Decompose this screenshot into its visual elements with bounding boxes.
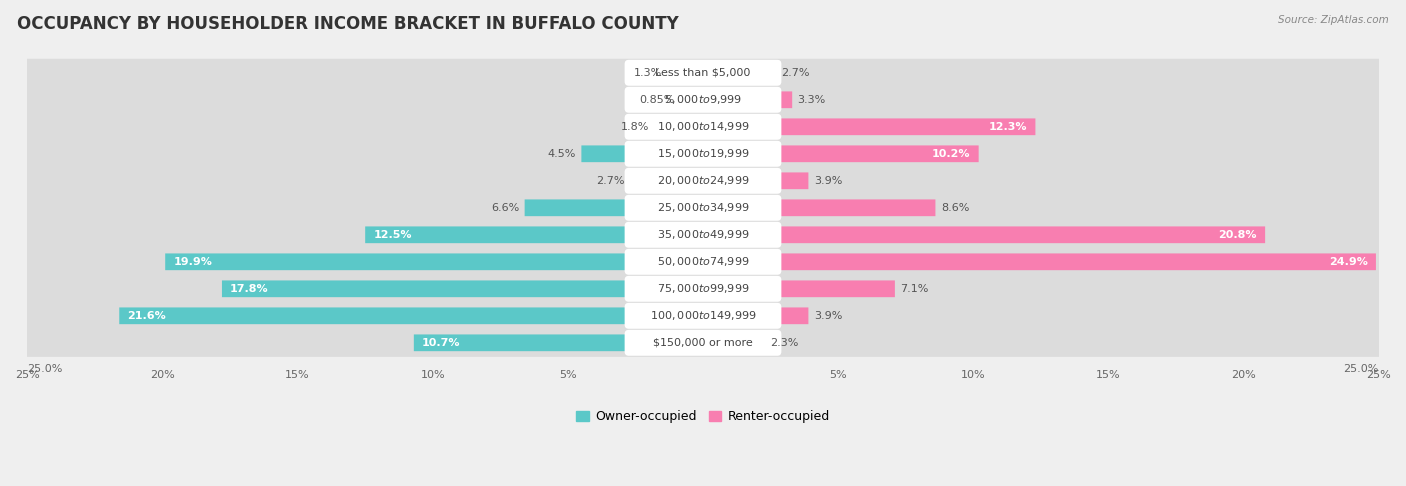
Text: 19.9%: 19.9% [173,257,212,267]
FancyBboxPatch shape [366,226,703,243]
Text: 17.8%: 17.8% [231,284,269,294]
FancyBboxPatch shape [624,114,782,140]
Text: 25.0%: 25.0% [27,364,63,374]
Text: $15,000 to $19,999: $15,000 to $19,999 [657,147,749,160]
Text: 2.7%: 2.7% [782,68,810,78]
FancyBboxPatch shape [624,303,782,329]
FancyBboxPatch shape [703,65,776,81]
FancyBboxPatch shape [703,226,1265,243]
FancyBboxPatch shape [703,334,765,351]
Text: 6.6%: 6.6% [491,203,519,213]
FancyBboxPatch shape [703,253,1376,270]
Text: 7.1%: 7.1% [900,284,928,294]
FancyBboxPatch shape [21,302,1385,330]
Text: Source: ZipAtlas.com: Source: ZipAtlas.com [1278,15,1389,25]
FancyBboxPatch shape [681,91,703,108]
Text: 8.6%: 8.6% [941,203,969,213]
FancyBboxPatch shape [630,173,703,189]
FancyBboxPatch shape [703,308,808,324]
FancyBboxPatch shape [21,248,1385,276]
FancyBboxPatch shape [21,167,1385,195]
Text: $5,000 to $9,999: $5,000 to $9,999 [664,93,742,106]
FancyBboxPatch shape [703,199,935,216]
Text: 3.9%: 3.9% [814,311,842,321]
FancyBboxPatch shape [21,140,1385,168]
FancyBboxPatch shape [413,334,703,351]
Text: 2.7%: 2.7% [596,176,624,186]
FancyBboxPatch shape [624,330,782,356]
Text: OCCUPANCY BY HOUSEHOLDER INCOME BRACKET IN BUFFALO COUNTY: OCCUPANCY BY HOUSEHOLDER INCOME BRACKET … [17,15,679,33]
Text: 3.3%: 3.3% [797,95,825,105]
Text: 4.5%: 4.5% [547,149,576,159]
FancyBboxPatch shape [582,145,703,162]
Text: $25,000 to $34,999: $25,000 to $34,999 [657,201,749,214]
Text: $35,000 to $49,999: $35,000 to $49,999 [657,228,749,241]
Text: 3.9%: 3.9% [814,176,842,186]
FancyBboxPatch shape [21,113,1385,141]
FancyBboxPatch shape [654,119,703,135]
FancyBboxPatch shape [624,141,782,167]
Text: $10,000 to $14,999: $10,000 to $14,999 [657,121,749,133]
FancyBboxPatch shape [703,119,1035,135]
Text: $50,000 to $74,999: $50,000 to $74,999 [657,255,749,268]
FancyBboxPatch shape [624,60,782,86]
FancyBboxPatch shape [21,275,1385,303]
Text: 10.2%: 10.2% [932,149,970,159]
FancyBboxPatch shape [21,329,1385,357]
Text: 12.3%: 12.3% [988,122,1028,132]
FancyBboxPatch shape [120,308,703,324]
FancyBboxPatch shape [668,65,703,81]
Text: 25.0%: 25.0% [1343,364,1379,374]
FancyBboxPatch shape [21,221,1385,249]
Text: 1.8%: 1.8% [620,122,650,132]
FancyBboxPatch shape [21,86,1385,114]
Text: 20.8%: 20.8% [1219,230,1257,240]
Legend: Owner-occupied, Renter-occupied: Owner-occupied, Renter-occupied [571,405,835,428]
FancyBboxPatch shape [624,249,782,275]
FancyBboxPatch shape [624,195,782,221]
FancyBboxPatch shape [21,59,1385,87]
Text: $20,000 to $24,999: $20,000 to $24,999 [657,174,749,187]
Text: 12.5%: 12.5% [374,230,412,240]
FancyBboxPatch shape [703,173,808,189]
Text: 2.3%: 2.3% [770,338,799,348]
FancyBboxPatch shape [703,280,894,297]
FancyBboxPatch shape [624,87,782,113]
Text: 21.6%: 21.6% [128,311,166,321]
FancyBboxPatch shape [624,222,782,248]
Text: 1.3%: 1.3% [634,68,662,78]
Text: $75,000 to $99,999: $75,000 to $99,999 [657,282,749,295]
FancyBboxPatch shape [165,253,703,270]
Text: $150,000 or more: $150,000 or more [654,338,752,348]
Text: $100,000 to $149,999: $100,000 to $149,999 [650,309,756,322]
FancyBboxPatch shape [703,91,792,108]
Text: 10.7%: 10.7% [422,338,460,348]
FancyBboxPatch shape [524,199,703,216]
Text: 0.85%: 0.85% [640,95,675,105]
FancyBboxPatch shape [703,145,979,162]
FancyBboxPatch shape [624,276,782,302]
Text: Less than $5,000: Less than $5,000 [655,68,751,78]
FancyBboxPatch shape [624,168,782,194]
FancyBboxPatch shape [222,280,703,297]
FancyBboxPatch shape [21,194,1385,222]
Text: 24.9%: 24.9% [1329,257,1368,267]
